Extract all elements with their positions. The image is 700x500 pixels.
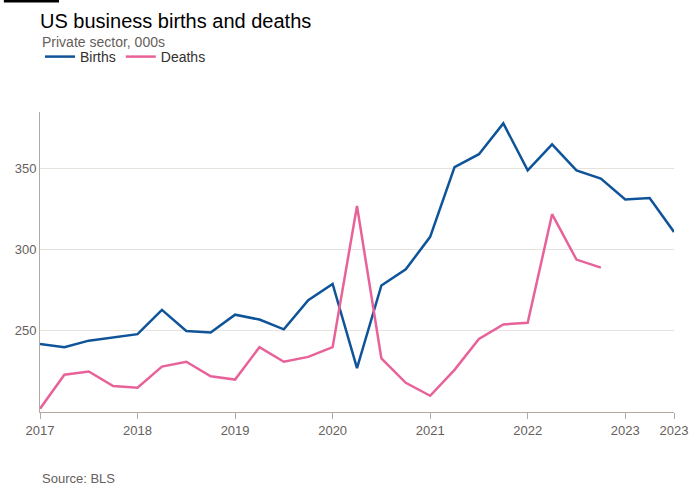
svg-text:250: 250 [15,323,37,338]
svg-text:2017: 2017 [26,423,55,438]
svg-text:2020: 2020 [318,423,347,438]
svg-text:2019: 2019 [221,423,250,438]
svg-text:2022: 2022 [513,423,542,438]
svg-text:2021: 2021 [416,423,445,438]
svg-text:350: 350 [15,161,37,176]
svg-text:US business births and deaths: US business births and deaths [40,10,311,32]
svg-text:Source: BLS: Source: BLS [42,471,115,486]
svg-text:Births: Births [80,49,116,65]
svg-text:Private sector, 000s: Private sector, 000s [42,34,165,50]
svg-text:2023: 2023 [660,423,689,438]
svg-text:2018: 2018 [123,423,152,438]
svg-text:300: 300 [15,242,37,257]
svg-text:2023: 2023 [611,423,640,438]
svg-text:Deaths: Deaths [161,49,205,65]
